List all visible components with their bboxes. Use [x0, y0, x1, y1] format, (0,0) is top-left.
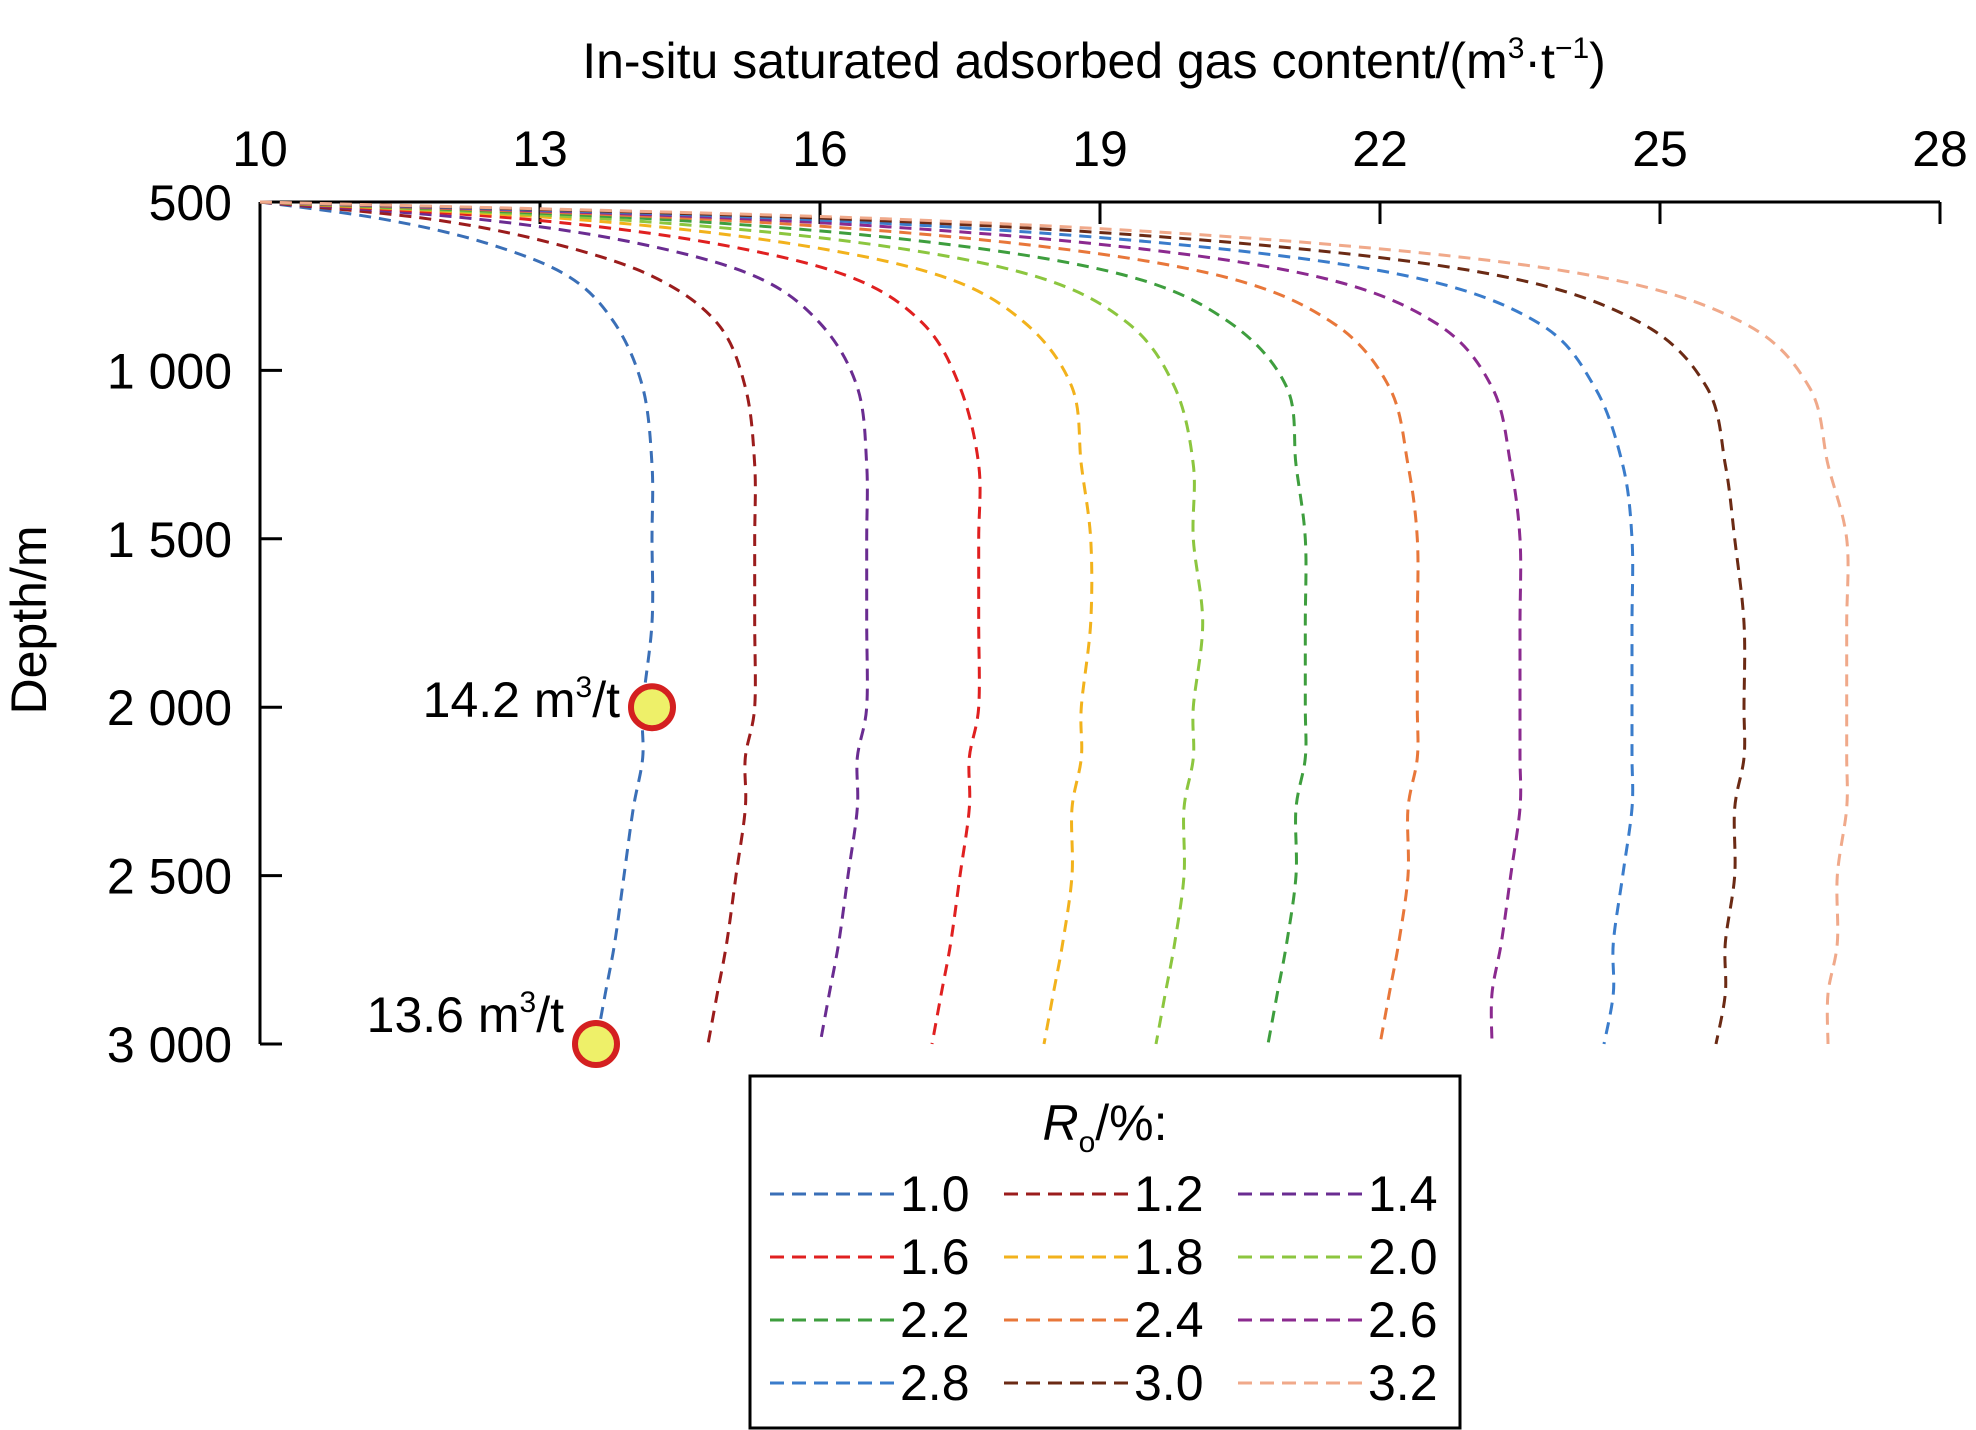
legend-label: 2.8	[900, 1355, 970, 1411]
point-label: 13.6 m3/t	[367, 986, 564, 1043]
y-tick-label: 1 500	[107, 512, 232, 568]
series-line-2-6	[259, 200, 1523, 1045]
series-line-2-4	[259, 200, 1420, 1045]
series-line-1-6	[259, 200, 982, 1045]
y-tick-label: 500	[149, 175, 232, 231]
x-tick-label: 16	[792, 121, 848, 177]
x-tick-label: 22	[1352, 121, 1408, 177]
data-point-marker	[628, 683, 676, 732]
legend-label: 1.0	[900, 1166, 970, 1222]
legend: Ro/%: 1.0 1.2 1.4 1.6 1.8 2.0 2.2 2.4 2.6 2.8 3.0 3…	[748, 1074, 1462, 1430]
x-ticks: 10 13 16 19 22 25 28	[232, 121, 1968, 224]
series-line-1-0	[259, 200, 655, 1045]
y-tick-label: 2 500	[107, 849, 232, 905]
x-tick-label: 25	[1632, 121, 1688, 177]
x-tick-label: 19	[1072, 121, 1128, 177]
series-line-3-2	[259, 200, 1850, 1045]
series-line-3-0	[259, 200, 1747, 1045]
points-layer: 14.2 m3/t 13.6 m3/t	[367, 671, 676, 1068]
legend-box	[748, 1074, 1462, 1430]
series-line-1-2	[259, 200, 757, 1045]
legend-label: 2.6	[1368, 1292, 1438, 1348]
y-tick-label: 2 000	[107, 680, 232, 736]
data-point-marker	[572, 1020, 620, 1068]
legend-items: 1.0 1.2 1.4 1.6 1.8 2.0 2.2 2.4 2.6 2.8 3.0 3.2	[770, 1166, 1438, 1411]
legend-label: 3.2	[1368, 1355, 1438, 1411]
x-tick-label: 13	[512, 121, 568, 177]
y-tick-label: 3 000	[107, 1017, 232, 1073]
legend-label: 2.4	[1134, 1292, 1204, 1348]
x-tick-label: 28	[1912, 121, 1968, 177]
legend-title: Ro/%:	[1042, 1095, 1167, 1159]
legend-label: 3.0	[1134, 1355, 1204, 1411]
legend-label: 2.2	[900, 1292, 970, 1348]
series-line-2-0	[259, 200, 1205, 1045]
legend-label: 1.4	[1368, 1166, 1438, 1222]
legend-label: 2.0	[1368, 1229, 1438, 1285]
series-layer	[259, 200, 1850, 1045]
series-line-2-2	[259, 200, 1308, 1045]
y-ticks: 500 1 000 1 500 2 000 2 500 3 000	[107, 175, 282, 1073]
series-line-2-8	[259, 200, 1635, 1045]
point-label: 14.2 m3/t	[423, 671, 620, 728]
legend-label: 1.2	[1134, 1166, 1204, 1222]
legend-label: 1.8	[1134, 1229, 1204, 1285]
legend-label: 1.6	[900, 1229, 970, 1285]
x-tick-label: 10	[232, 121, 288, 177]
y-axis-title: Depth/m	[1, 526, 57, 715]
y-tick-label: 1 000	[107, 343, 232, 399]
x-axis-title: In-situ saturated adsorbed gas content/(…	[582, 32, 1606, 89]
